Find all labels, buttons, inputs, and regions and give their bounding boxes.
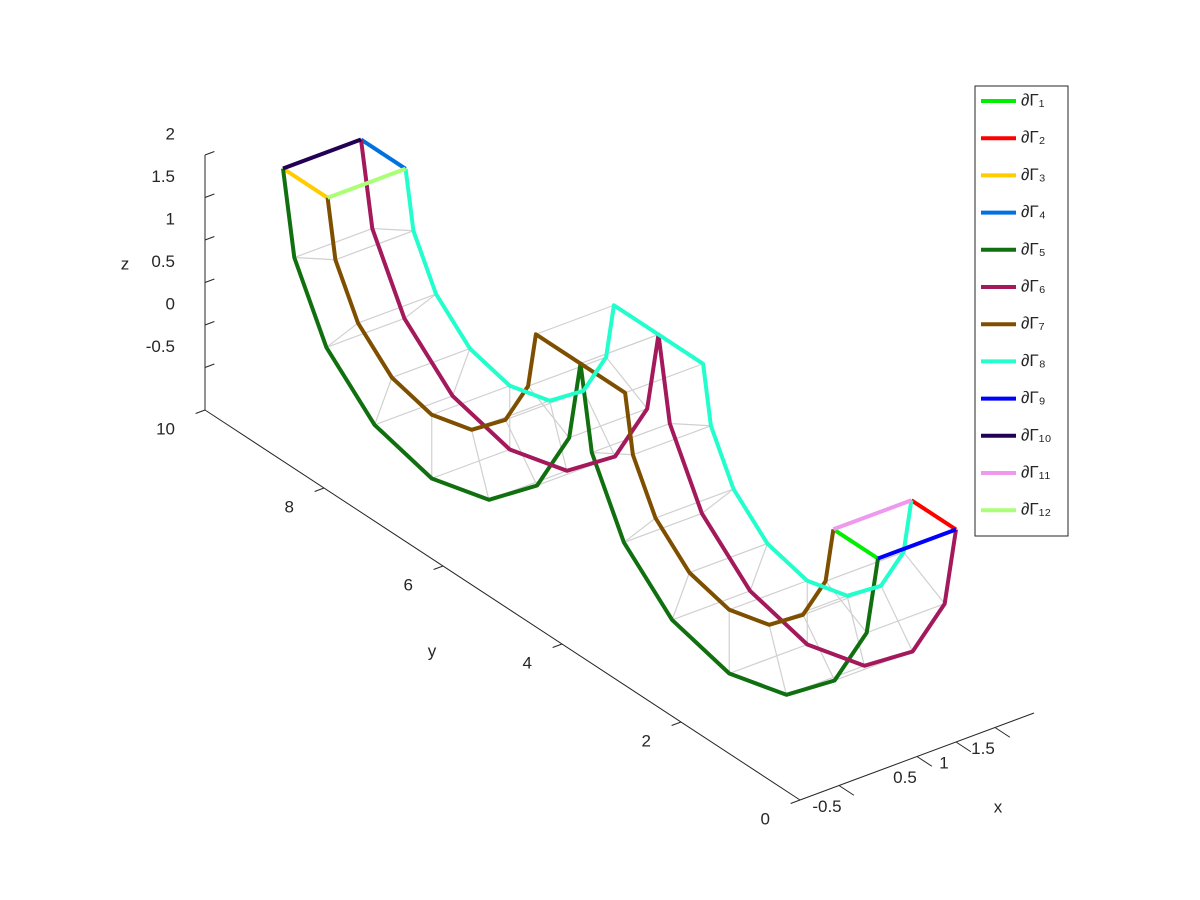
mesh-line bbox=[903, 551, 946, 605]
x-tick-label: 1.5 bbox=[971, 739, 995, 758]
curves bbox=[281, 137, 958, 697]
y-tick bbox=[552, 643, 563, 648]
legend-box bbox=[974, 85, 1069, 537]
boundary-curve bbox=[359, 137, 407, 171]
y-tick bbox=[433, 565, 444, 570]
mesh-line bbox=[335, 230, 414, 261]
z-axis-label: z bbox=[121, 254, 130, 273]
legend: ∂Γ₁ ∂Γ₂ ∂Γ₃ ∂Γ₄ ∂Γ₅ ∂Γ₆ ∂Γ₇ ∂Γ₈ ∂Γ₉ ∂Γ₁₀ ∂Γ₁₁ ∂Γ₁₂ bbox=[974, 85, 1069, 537]
boundary-curve bbox=[403, 168, 914, 598]
z-tick bbox=[204, 193, 215, 198]
mesh-line bbox=[568, 408, 648, 439]
mesh-line bbox=[768, 624, 787, 695]
z-tick bbox=[204, 278, 215, 283]
y-tick-label: 6 bbox=[404, 575, 413, 594]
x-tick bbox=[838, 785, 855, 796]
y-tick-label: 0 bbox=[761, 809, 770, 828]
mesh-line bbox=[729, 580, 808, 611]
z-tick bbox=[204, 321, 215, 326]
boundary-curve bbox=[910, 498, 958, 532]
mesh-line bbox=[605, 356, 648, 410]
legend-label: ∂Γ₇ bbox=[1021, 314, 1045, 333]
z-tick-label: -0.5 bbox=[146, 337, 175, 356]
z-tick bbox=[204, 363, 215, 368]
z-tick-label: 1 bbox=[166, 209, 175, 228]
mesh-line bbox=[452, 348, 471, 397]
z-tick-label: 0 bbox=[166, 294, 175, 313]
y-axis-label: y bbox=[428, 641, 437, 660]
legend-label: ∂Γ₉ bbox=[1021, 388, 1046, 407]
x-tick bbox=[955, 741, 972, 753]
boundary-curve bbox=[832, 498, 913, 532]
y-tick bbox=[314, 487, 325, 492]
mesh-line bbox=[846, 595, 865, 666]
boundary-curve bbox=[877, 527, 957, 561]
mesh-line bbox=[326, 322, 359, 348]
mesh-line bbox=[623, 517, 656, 543]
y-tick bbox=[195, 409, 206, 414]
z-tick bbox=[204, 236, 215, 241]
legend-label: ∂Γ₁ bbox=[1021, 90, 1045, 109]
mesh-line bbox=[549, 400, 568, 471]
y-tick bbox=[790, 799, 801, 804]
mesh-line bbox=[404, 293, 437, 319]
boundary-curve bbox=[832, 527, 880, 561]
axes: 0 2 4 6 8 10 -0.5 0.5 1 1.5 -0.5 0 0.5 1 1.5 2 bbox=[146, 124, 1035, 828]
mesh-line bbox=[632, 425, 712, 456]
mesh-line bbox=[880, 585, 914, 652]
mesh-line bbox=[729, 643, 808, 675]
mesh-line bbox=[671, 590, 751, 621]
legend-label: ∂Γ₆ bbox=[1021, 276, 1046, 295]
y-tick-label: 4 bbox=[523, 653, 532, 672]
boundary-curve bbox=[281, 166, 329, 200]
mesh-line bbox=[655, 488, 734, 519]
boundary-curve bbox=[282, 137, 362, 171]
mesh-line bbox=[591, 451, 633, 456]
mesh-line bbox=[866, 603, 945, 634]
boundary-curve bbox=[325, 197, 836, 627]
z-tick-label: 0.5 bbox=[151, 252, 175, 271]
x-tick bbox=[994, 727, 1011, 738]
y-tick-label: 2 bbox=[642, 731, 651, 750]
mesh-line bbox=[357, 293, 437, 324]
legend-label: ∂Γ₁₂ bbox=[1021, 500, 1051, 519]
mesh-line bbox=[527, 356, 607, 387]
legend-label: ∂Γ₈ bbox=[1021, 351, 1046, 370]
x-tick-label: 0.5 bbox=[893, 768, 917, 787]
x-tick bbox=[916, 756, 933, 767]
mesh-line bbox=[671, 572, 690, 621]
z-tick bbox=[204, 151, 215, 156]
y-axis-line bbox=[204, 409, 801, 801]
x-tick-label: 1 bbox=[939, 753, 948, 772]
mesh-line bbox=[374, 377, 393, 426]
mesh-line bbox=[431, 448, 510, 480]
legend-label: ∂Γ₂ bbox=[1021, 128, 1045, 147]
mesh-line bbox=[431, 385, 510, 416]
mesh-line bbox=[825, 551, 904, 582]
mesh-line bbox=[471, 429, 490, 500]
y-tick-label: 10 bbox=[156, 419, 175, 438]
mesh-line bbox=[669, 422, 711, 427]
legend-label: ∂Γ₃ bbox=[1021, 165, 1046, 184]
mesh-line bbox=[294, 256, 336, 261]
mesh-line bbox=[535, 304, 615, 335]
mesh-line bbox=[749, 543, 768, 592]
mesh-line bbox=[372, 227, 414, 232]
x-axis-label: x bbox=[994, 797, 1003, 816]
z-tick-label: 2 bbox=[166, 124, 175, 143]
legend-label: ∂Γ₁₀ bbox=[1021, 425, 1052, 444]
mesh-line bbox=[374, 395, 453, 426]
z-tick-label: 1.5 bbox=[151, 167, 175, 186]
mesh-line bbox=[580, 333, 659, 365]
y-tick bbox=[671, 721, 682, 726]
y-tick-label: 8 bbox=[285, 497, 294, 516]
mesh-line bbox=[582, 390, 616, 457]
legend-label: ∂Γ₄ bbox=[1021, 202, 1046, 221]
boundary-curve bbox=[326, 166, 407, 200]
mesh-line bbox=[701, 488, 734, 514]
legend-label: ∂Γ₅ bbox=[1021, 239, 1046, 258]
legend-label: ∂Γ₁₁ bbox=[1021, 462, 1050, 481]
x-tick-label: -0.5 bbox=[812, 797, 841, 816]
